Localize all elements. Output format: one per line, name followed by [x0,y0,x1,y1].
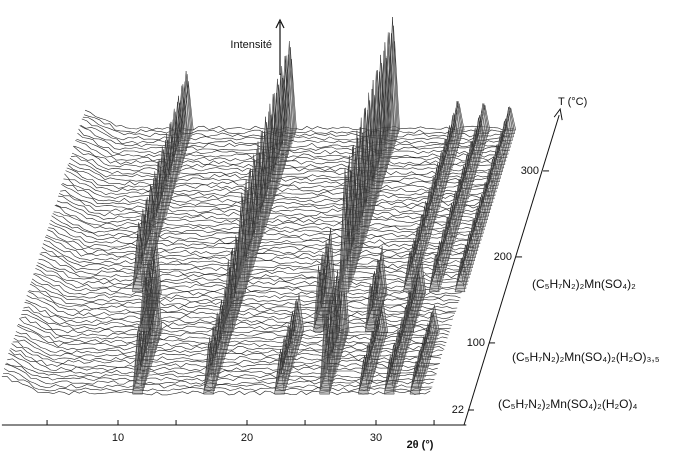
trace-line [30,281,460,303]
trace-line [50,219,479,241]
trace-line [49,223,478,244]
trace-line [53,211,483,231]
z-axis-label: T (°C) [558,96,587,108]
x-tick-label: 30 [370,432,382,444]
trace-line [55,204,485,224]
peak-ridge [403,100,465,293]
trace-line [28,290,458,310]
trace-line [80,124,510,145]
z-tick-label: 300 [521,165,539,177]
phase-label: (C₅H₇N₂)₂Mn(SO₄)₂(H₂O)₃,₅ [512,350,660,364]
phase-label: (C₅H₇N₂)₂Mn(SO₄)₂(H₂O)₄ [498,397,637,411]
trace-line [77,132,506,155]
trace-line [81,118,511,141]
trace-line [76,138,505,158]
trace-line [29,283,459,306]
trace-line [40,252,470,272]
x-tick-label: 20 [241,432,253,444]
trace-line [42,243,472,265]
peak-ridge [358,299,389,395]
trace-line [58,193,488,213]
peak-ridge [338,16,400,293]
trace-line [68,162,498,182]
trace-line [82,116,512,138]
trace-line [58,195,487,217]
trace-line [83,114,513,134]
trace-line [35,268,464,289]
trace-line [37,262,466,282]
trace-line [79,125,509,148]
z-axis [463,114,560,426]
peak-ridge [428,103,491,293]
trace-line [43,240,473,262]
peak-ridge [313,227,336,332]
trace-line [34,273,463,293]
trace-line [56,200,486,220]
trace-line [78,128,507,152]
trace-line [63,178,492,200]
z-tick-label: 100 [467,337,485,349]
peak-ridge [132,70,194,293]
peak-ridge [409,305,440,395]
trace-line [61,184,490,207]
z-axis-head [553,107,563,121]
trace-line [70,155,500,176]
peak-ridge [403,251,427,332]
trace-line [65,170,494,193]
phase-label: (C₅H₇N₂)₂Mn(SO₄)₂ [532,277,636,291]
trace-line [48,227,477,248]
trace-line [84,109,514,131]
trace-line [47,229,476,251]
trace-line [31,278,461,300]
trace-line [74,145,503,165]
trace-line [46,234,475,255]
trace-line [38,258,468,279]
trace-line [69,158,499,179]
trace-line [44,236,474,258]
trace-line [60,190,489,210]
x-axis-label: 2θ (°) [407,439,434,451]
z-tick-label: 22 [452,404,464,416]
trace-line [71,152,501,172]
trace-line [39,253,469,275]
y-axis-label: Intensité [230,39,272,51]
peak-ridge [364,245,388,332]
trace-line [52,213,481,234]
x-tick-label: 10 [112,432,124,444]
trace-line [66,167,496,189]
trace-line [73,145,502,169]
z-tick-label: 200 [494,251,512,263]
trace-line [64,173,493,196]
trace-line [62,183,491,203]
peak-ridge [454,106,517,293]
trace-line [54,205,484,227]
intensity-arrow-head [275,18,285,29]
peak-ridge [139,233,162,332]
trace-line [51,215,480,238]
trace-line [27,291,457,313]
peak-ridge [235,40,297,293]
peak-ridge [274,294,305,395]
trace-line [41,247,471,269]
trace-line [67,164,497,186]
trace-line [33,273,462,296]
trace-line [36,264,465,286]
